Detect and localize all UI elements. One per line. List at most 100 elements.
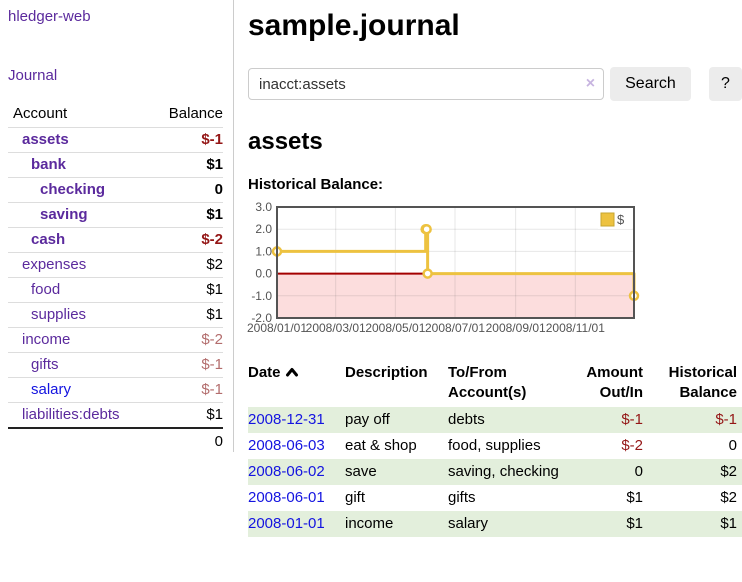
account-link[interactable]: cash [31, 231, 66, 248]
negative-region [277, 273, 634, 318]
account-row: liabilities:debts $1 [8, 402, 223, 427]
account-link[interactable]: checking [40, 181, 106, 198]
account-link[interactable]: saving [40, 206, 88, 223]
account-row: income $-2 [8, 327, 223, 352]
transaction-accounts: food, supplies [448, 437, 541, 454]
chart-legend: $ [598, 210, 632, 229]
data-point-marker [421, 223, 432, 235]
page-title: sample.journal [248, 9, 460, 42]
transaction-balance: $1 [720, 515, 737, 532]
transaction-amount: $-2 [621, 437, 643, 454]
account-link[interactable]: expenses [22, 256, 87, 273]
transaction-accounts: debts [448, 411, 485, 428]
account-link[interactable]: income [22, 331, 71, 348]
transaction-description: eat & shop [345, 437, 417, 454]
account-balance: $1 [206, 156, 223, 173]
account-balance: $1 [206, 281, 223, 298]
account-link[interactable]: salary [31, 381, 72, 398]
register-table: Date Description To/From Account(s) Amou… [248, 361, 742, 537]
transaction-description: income [345, 515, 394, 532]
account-link[interactable]: bank [31, 156, 67, 173]
chart-title: Historical Balance: [248, 176, 384, 193]
clear-search-icon[interactable]: × [585, 75, 596, 92]
account-row: food $1 [8, 277, 223, 302]
x-tick-label: 2008/01/01 [247, 321, 307, 335]
account-balance: $2 [206, 256, 223, 273]
transaction-description: save [345, 463, 377, 480]
y-tick-label: -1.0 [251, 289, 272, 303]
sidebar: hledger-web Journal Account Balance asse… [0, 0, 234, 452]
balance-column-header-main: Historical Balance [668, 364, 737, 401]
description-column-header: Description [345, 364, 428, 381]
account-column-header: Account [13, 105, 68, 122]
y-tick-label: -2.0 [251, 311, 272, 325]
transaction-description: pay off [345, 411, 390, 428]
transaction-date-link[interactable]: 2008-06-03 [248, 437, 325, 454]
accounts-table: Account Balance assets $-1 bank $1 checking 0… [8, 101, 223, 454]
transaction-date-link[interactable]: 2008-06-02 [248, 463, 325, 480]
help-button[interactable]: ? [708, 67, 742, 101]
x-tick-label: 2008/09/01 [486, 321, 546, 335]
transaction-amount: $1 [626, 489, 643, 506]
transaction-description: gift [345, 489, 366, 506]
accounts-table-header: Account Balance [8, 101, 223, 127]
legend-swatch [600, 212, 615, 227]
y-tick-label: 0.0 [255, 267, 272, 281]
legend-label: $ [617, 212, 625, 227]
historical-balance-chart: 3.0 2.0 1.0 0.0 -1.0 -2.0 2008/01/01 2008/03/01… [240, 199, 740, 341]
amount-column-header: Amount Out/In [586, 364, 643, 401]
search-button[interactable]: Search [610, 67, 691, 101]
account-link[interactable]: supplies [31, 306, 87, 323]
transaction-balance: $2 [720, 463, 737, 480]
search-form: × Search ? [248, 67, 742, 101]
accounts-total: 0 [8, 427, 223, 454]
search-input[interactable] [248, 68, 605, 100]
account-link[interactable]: assets [22, 131, 69, 148]
register-row: 2008-01-01 income salary $1 $1 [248, 511, 742, 537]
register-table-body: 2008-12-31 pay off debts $-1 $-1 2008-06-03 ea… [248, 407, 742, 537]
register-row: 2008-12-31 pay off debts $-1 $-1 [248, 407, 742, 433]
date-column-header[interactable]: Date [248, 361, 345, 407]
transaction-accounts: gifts [448, 489, 476, 506]
accounts-column-header: To/From Account(s) [448, 364, 527, 401]
account-link[interactable]: food [31, 281, 61, 298]
account-row: saving $1 [8, 202, 223, 227]
x-tick-label: 2008/11/01 [546, 321, 605, 335]
account-row: expenses $2 [8, 252, 223, 277]
account-balance: $1 [206, 306, 223, 323]
account-balance: $-1 [201, 356, 223, 373]
y-tick-label: 3.0 [255, 200, 272, 214]
transaction-amount: $1 [626, 515, 643, 532]
register-row: 2008-06-03 eat & shop food, supplies $-2 0 [248, 433, 742, 459]
account-row: cash $-2 [8, 227, 223, 252]
account-balance: $1 [206, 206, 223, 223]
journal-link[interactable]: Journal [8, 67, 58, 84]
sort-ascending-icon [285, 368, 298, 377]
account-balance: $-2 [201, 231, 223, 248]
transaction-balance: $2 [720, 489, 737, 506]
account-row: checking 0 [8, 177, 223, 202]
account-balance: $-1 [201, 131, 223, 148]
account-link[interactable]: liabilities:debts [22, 406, 120, 423]
chart-canvas: 3.0 2.0 1.0 0.0 -1.0 -2.02008/01/012008/03/01… [247, 200, 640, 335]
account-row: gifts $-1 [8, 352, 223, 377]
account-link[interactable]: gifts [31, 356, 59, 373]
register-header-row: Date Description To/From Account(s) Amou… [248, 361, 742, 407]
account-balance: $1 [206, 406, 223, 423]
transaction-date-link[interactable]: 2008-12-31 [248, 411, 325, 428]
main-content: sample.journal × Search ? assets Histori… [247, 0, 742, 537]
x-tick-label: 2008/03/01 [306, 321, 366, 335]
transaction-balance: 0 [728, 437, 737, 454]
app-title: hledger-web [8, 8, 91, 25]
account-row: bank $1 [8, 152, 223, 177]
search-input-wrap: × [248, 68, 605, 100]
balance-column-header: Balance [168, 105, 223, 122]
account-row: salary $-1 [8, 377, 223, 402]
accounts-table-body: assets $-1 bank $1 checking 0 saving $1 cash $-2 e… [8, 127, 223, 427]
register-row: 2008-06-02 save saving, checking 0 $2 [248, 459, 742, 485]
transaction-balance: $-1 [715, 411, 737, 428]
transaction-date-link[interactable]: 2008-01-01 [248, 515, 325, 532]
transaction-date-link[interactable]: 2008-06-01 [248, 489, 325, 506]
transaction-accounts: salary [448, 515, 489, 532]
account-heading: assets [248, 128, 323, 155]
